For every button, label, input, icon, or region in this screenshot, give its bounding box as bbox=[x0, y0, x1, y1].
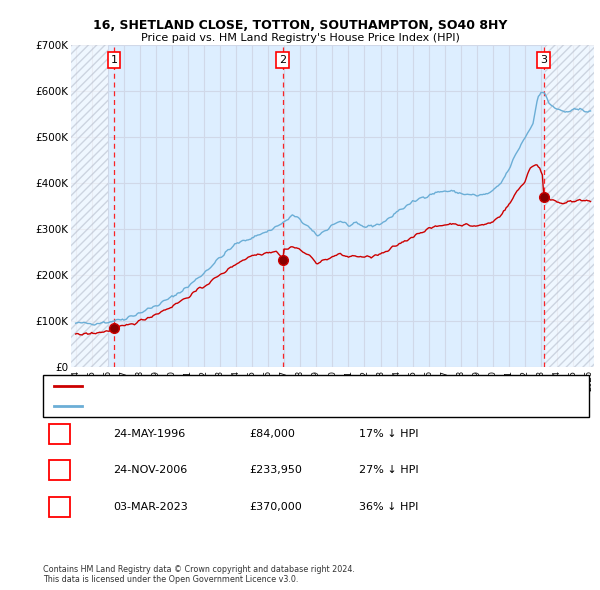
Text: 27% ↓ HPI: 27% ↓ HPI bbox=[359, 466, 418, 475]
Text: 3: 3 bbox=[56, 502, 63, 512]
Text: 2: 2 bbox=[56, 466, 63, 475]
Text: 16, SHETLAND CLOSE, TOTTON, SOUTHAMPTON, SO40 8HY (detached house): 16, SHETLAND CLOSE, TOTTON, SOUTHAMPTON,… bbox=[87, 382, 436, 391]
Text: 2: 2 bbox=[279, 55, 286, 65]
Text: 1: 1 bbox=[110, 55, 118, 65]
Text: 03-MAR-2023: 03-MAR-2023 bbox=[113, 502, 188, 512]
Text: 3: 3 bbox=[540, 55, 547, 65]
Text: 24-NOV-2006: 24-NOV-2006 bbox=[113, 466, 187, 475]
Text: 24-MAY-1996: 24-MAY-1996 bbox=[113, 429, 185, 438]
Text: £233,950: £233,950 bbox=[249, 466, 302, 475]
Text: HPI: Average price, detached house, New Forest: HPI: Average price, detached house, New … bbox=[87, 401, 305, 410]
Bar bbox=[545, 45, 594, 367]
Text: 36% ↓ HPI: 36% ↓ HPI bbox=[359, 502, 418, 512]
Bar bbox=[71, 45, 108, 367]
Text: Contains HM Land Registry data © Crown copyright and database right 2024.
This d: Contains HM Land Registry data © Crown c… bbox=[43, 565, 355, 584]
Text: Price paid vs. HM Land Registry's House Price Index (HPI): Price paid vs. HM Land Registry's House … bbox=[140, 33, 460, 43]
Text: £84,000: £84,000 bbox=[249, 429, 295, 438]
Text: 1: 1 bbox=[56, 429, 63, 438]
Text: 17% ↓ HPI: 17% ↓ HPI bbox=[359, 429, 418, 438]
Text: £370,000: £370,000 bbox=[249, 502, 302, 512]
Text: 16, SHETLAND CLOSE, TOTTON, SOUTHAMPTON, SO40 8HY: 16, SHETLAND CLOSE, TOTTON, SOUTHAMPTON,… bbox=[93, 19, 507, 32]
